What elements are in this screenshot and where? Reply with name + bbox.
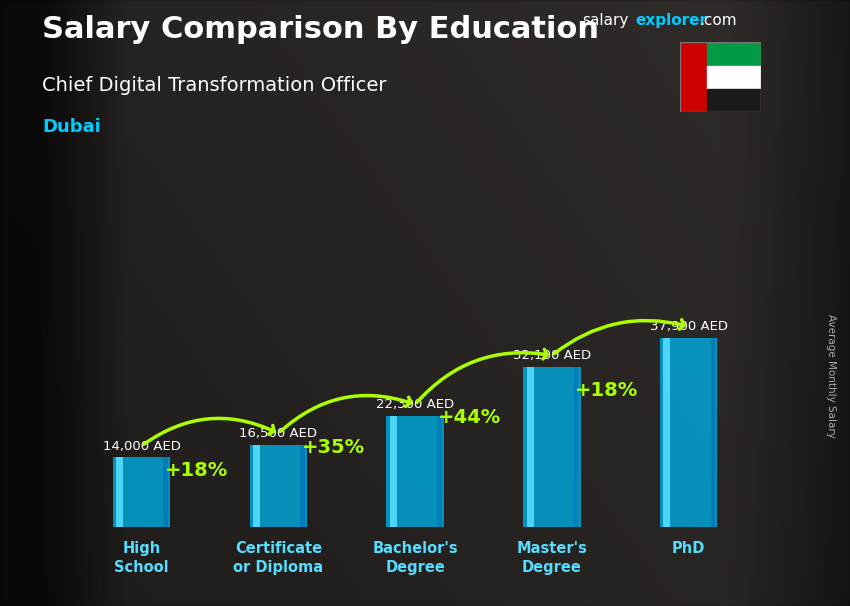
Text: 14,000 AED: 14,000 AED	[103, 439, 180, 453]
Bar	[660, 338, 717, 527]
Text: Average Monthly Salary: Average Monthly Salary	[825, 314, 836, 438]
Bar	[524, 367, 581, 527]
Bar	[663, 338, 671, 527]
Bar	[707, 89, 761, 112]
Text: explorer: explorer	[636, 13, 708, 28]
Bar	[707, 42, 761, 65]
Text: Salary Comparison By Education: Salary Comparison By Education	[42, 15, 599, 44]
Bar	[574, 367, 578, 527]
Text: +18%: +18%	[165, 461, 228, 480]
Bar	[113, 458, 170, 527]
Text: salary: salary	[582, 13, 629, 28]
Bar	[527, 367, 534, 527]
Bar	[250, 445, 307, 527]
Bar	[711, 338, 715, 527]
Text: Dubai: Dubai	[42, 118, 101, 136]
Text: +18%: +18%	[575, 381, 638, 401]
Bar	[390, 416, 397, 527]
Bar	[253, 445, 260, 527]
Text: .com: .com	[700, 13, 737, 28]
Text: 22,300 AED: 22,300 AED	[376, 398, 454, 411]
Text: 16,500 AED: 16,500 AED	[240, 427, 317, 440]
Bar	[707, 65, 761, 89]
Text: +35%: +35%	[302, 438, 365, 457]
Text: 32,100 AED: 32,100 AED	[513, 349, 591, 362]
Text: 37,900 AED: 37,900 AED	[649, 320, 728, 333]
Bar	[116, 458, 123, 527]
Text: Chief Digital Transformation Officer: Chief Digital Transformation Officer	[42, 76, 387, 95]
Bar	[437, 416, 441, 527]
Bar	[163, 458, 168, 527]
Text: +44%: +44%	[439, 408, 502, 427]
Bar	[300, 445, 305, 527]
Bar	[680, 42, 707, 112]
Bar	[387, 416, 444, 527]
